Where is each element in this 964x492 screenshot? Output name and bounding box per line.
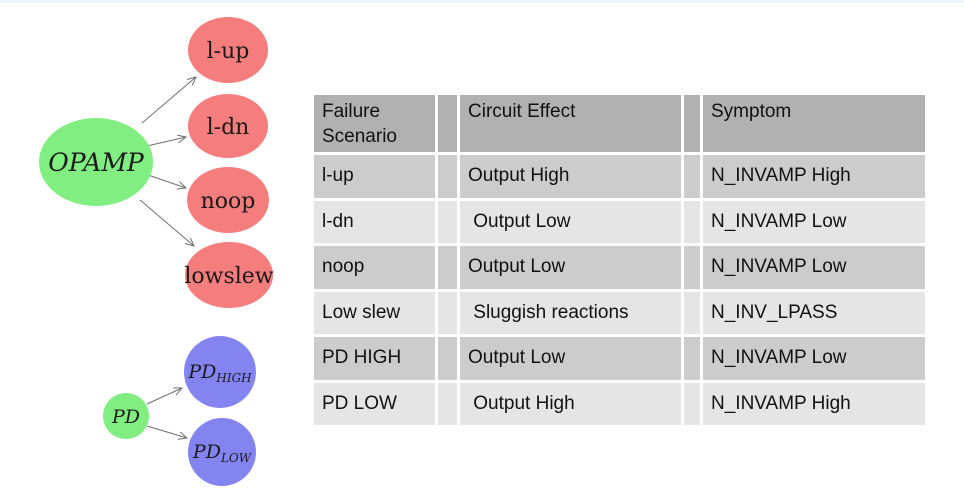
spacer-cell	[684, 200, 700, 243]
spacer-cell	[684, 155, 700, 198]
spacer-cell	[438, 155, 457, 198]
pd-edges	[146, 388, 187, 438]
fault-tree-diagram: OPAMP l-up l-dn noop lowslew PD PDHIGH P…	[39, 17, 274, 486]
cell-failure: PD HIGH	[314, 337, 435, 380]
page-top-edge	[0, 0, 964, 3]
cell-symptom: N_INVAMP Low	[703, 337, 925, 380]
cell-symptom: N_INVAMP High	[703, 382, 925, 425]
node-pdlow-shape	[188, 418, 256, 486]
edge-opamp-noop	[147, 174, 186, 188]
node-ldn-shape	[188, 94, 268, 158]
spacer-cell	[684, 382, 700, 425]
node-noop-shape	[187, 167, 269, 233]
node-pdlow-label: PDLOW	[192, 441, 253, 465]
cell-failure: Low slew	[314, 291, 435, 334]
spacer-cell	[438, 291, 457, 334]
cell-effect: Output High	[460, 382, 681, 425]
cell-symptom: N_INVAMP High	[703, 155, 925, 198]
header-spacer-2	[684, 95, 700, 152]
node-ldn-label: l-dn	[207, 115, 250, 140]
node-pdhigh-shape	[184, 336, 256, 408]
cell-failure: noop	[314, 246, 435, 289]
node-lowslew-shape	[185, 242, 273, 308]
edge-opamp-lowslew	[139, 199, 194, 246]
node-noop-label: noop	[201, 189, 256, 214]
header-circuit-effect: Circuit Effect	[460, 95, 681, 152]
node-pd-label: PD	[111, 406, 140, 428]
cell-effect: Output Low	[460, 200, 681, 243]
opamp-edges	[139, 77, 196, 246]
cell-symptom: N_INVAMP Low	[703, 246, 925, 289]
edge-pd-high	[146, 388, 182, 405]
cell-failure: PD LOW	[314, 382, 435, 425]
spacer-cell	[438, 382, 457, 425]
header-spacer-1	[438, 95, 457, 152]
header-failure-scenario: Failure Scenario	[314, 95, 435, 152]
spacer-cell	[438, 200, 457, 243]
spacer-cell	[684, 337, 700, 380]
spacer-cell	[438, 337, 457, 380]
cell-effect: Output Low	[460, 246, 681, 289]
spacer-cell	[684, 246, 700, 289]
node-opamp-label: OPAMP	[48, 148, 145, 177]
node-lup-shape	[188, 17, 268, 83]
failure-table: Failure Scenario Circuit Effect Symptom …	[314, 95, 925, 425]
edge-pd-low	[146, 425, 187, 438]
cell-effect: Output High	[460, 155, 681, 198]
header-symptom: Symptom	[703, 95, 925, 152]
cell-symptom: N_INV_LPASS	[703, 291, 925, 334]
cell-effect: Output Low	[460, 337, 681, 380]
node-lowslew-label: lowslew	[184, 264, 273, 289]
node-pd-shape	[103, 393, 149, 439]
cell-symptom: N_INVAMP Low	[703, 200, 925, 243]
spacer-cell	[438, 246, 457, 289]
cell-failure: l-dn	[314, 200, 435, 243]
node-lup-label: l-up	[207, 39, 250, 64]
spacer-cell	[684, 291, 700, 334]
cell-failure: l-up	[314, 155, 435, 198]
cell-effect: Sluggish reactions	[460, 291, 681, 334]
edge-opamp-lup	[141, 77, 196, 124]
node-opamp-shape	[39, 118, 153, 206]
edge-opamp-ldn	[146, 137, 186, 147]
node-pdhigh-label: PDHIGH	[187, 361, 252, 385]
